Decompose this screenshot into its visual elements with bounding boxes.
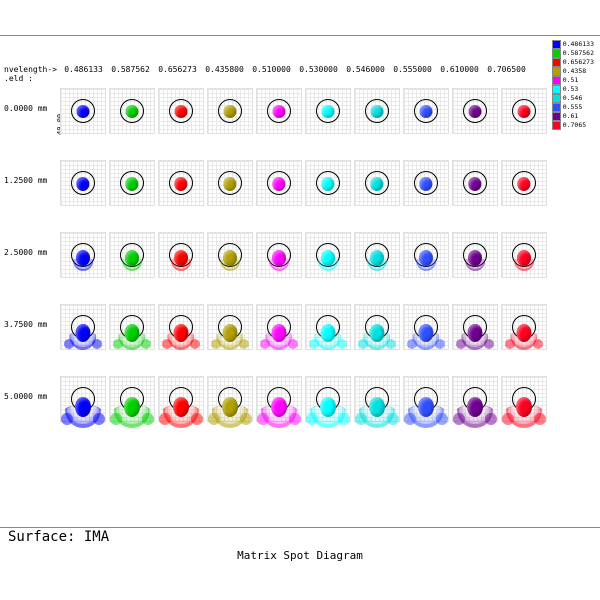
field-row-label: 2.5000 mm <box>4 248 47 257</box>
wavelength-column-header: 0.706500 <box>483 65 530 85</box>
spot-cell <box>452 376 498 422</box>
wavelength-column-header: 0.486133 <box>60 65 107 85</box>
wavelength-column-header: 0.555000 <box>389 65 436 85</box>
spot-cell <box>158 232 204 278</box>
spot-cell <box>501 88 547 134</box>
spot-cell <box>256 304 302 350</box>
surface-label: Surface: IMA <box>8 529 109 545</box>
spot-cell <box>158 160 204 206</box>
legend-item: 0.4358 <box>552 67 594 76</box>
spot-cell <box>403 304 449 350</box>
spot-cell <box>158 304 204 350</box>
spot-cell <box>109 88 155 134</box>
legend-item: 0.61 <box>552 112 594 121</box>
spot-cell <box>305 304 351 350</box>
spot-cell <box>158 88 204 134</box>
spot-cell <box>354 88 400 134</box>
spot-cell <box>109 160 155 206</box>
spot-cell <box>354 304 400 350</box>
spot-cell <box>256 232 302 278</box>
spot-cell <box>452 160 498 206</box>
spot-cell <box>305 88 351 134</box>
spot-cell <box>109 304 155 350</box>
field-row-label: 5.0000 mm <box>4 392 47 401</box>
spot-cell <box>305 376 351 422</box>
spot-cell <box>305 232 351 278</box>
legend-item: 0.53 <box>552 85 594 94</box>
spot-cell <box>452 304 498 350</box>
spot-cell <box>207 376 253 422</box>
spot-cell <box>403 376 449 422</box>
wavelength-column-header: 0.546000 <box>342 65 389 85</box>
spot-matrix <box>60 88 565 448</box>
wavelength-column-header: 0.530000 <box>295 65 342 85</box>
spot-cell <box>60 376 106 422</box>
spot-cell <box>60 232 106 278</box>
spot-cell <box>207 304 253 350</box>
spot-cell <box>256 160 302 206</box>
spot-cell <box>60 88 106 134</box>
spot-cell <box>207 232 253 278</box>
spot-cell <box>109 232 155 278</box>
wavelength-column-header: 0.510000 <box>248 65 295 85</box>
field-row <box>60 232 565 276</box>
axis-header: nvelength-> .eld : <box>4 65 57 83</box>
spot-cell <box>354 232 400 278</box>
spot-cell <box>305 160 351 206</box>
diagram-title: Matrix Spot Diagram <box>0 549 600 562</box>
field-row-label: 0.0000 mm <box>4 104 47 113</box>
legend-item: 0.486133 <box>552 40 594 49</box>
spot-cell <box>207 160 253 206</box>
wavelength-column-header: 0.656273 <box>154 65 201 85</box>
spot-cell <box>501 160 547 206</box>
field-row <box>60 376 565 420</box>
wavelength-column-header: 0.435800 <box>201 65 248 85</box>
spot-cell <box>501 376 547 422</box>
spot-cell <box>403 232 449 278</box>
spot-cell <box>109 376 155 422</box>
spot-cell <box>452 232 498 278</box>
legend-item: 0.555 <box>552 103 594 112</box>
spot-cell <box>60 304 106 350</box>
spot-cell <box>452 88 498 134</box>
spot-cell <box>158 376 204 422</box>
field-row <box>60 160 565 204</box>
field-row <box>60 88 565 132</box>
spot-cell <box>354 160 400 206</box>
wavelength-column-header: 0.587562 <box>107 65 154 85</box>
spot-cell <box>403 160 449 206</box>
spot-cell <box>403 88 449 134</box>
spot-cell <box>256 376 302 422</box>
spot-cell <box>354 376 400 422</box>
spot-cell <box>60 160 106 206</box>
legend-item: 0.7065 <box>552 121 594 130</box>
field-row <box>60 304 565 348</box>
legend-item: 0.587562 <box>552 49 594 58</box>
legend-item: 0.546 <box>552 94 594 103</box>
wavelength-header-row: 0.4861330.5875620.6562730.4358000.510000… <box>60 65 560 85</box>
spot-cell <box>256 88 302 134</box>
spot-cell <box>501 304 547 350</box>
field-row-label: 1.2500 mm <box>4 176 47 185</box>
legend-item: 0.51 <box>552 76 594 85</box>
legend-item: 0.656273 <box>552 58 594 67</box>
wavelength-column-header: 0.610000 <box>436 65 483 85</box>
spot-cell <box>501 232 547 278</box>
spot-cell <box>207 88 253 134</box>
wavelength-legend: 0.4861330.5875620.6562730.43580.510.530.… <box>552 40 594 130</box>
field-row-label: 3.7500 mm <box>4 320 47 329</box>
